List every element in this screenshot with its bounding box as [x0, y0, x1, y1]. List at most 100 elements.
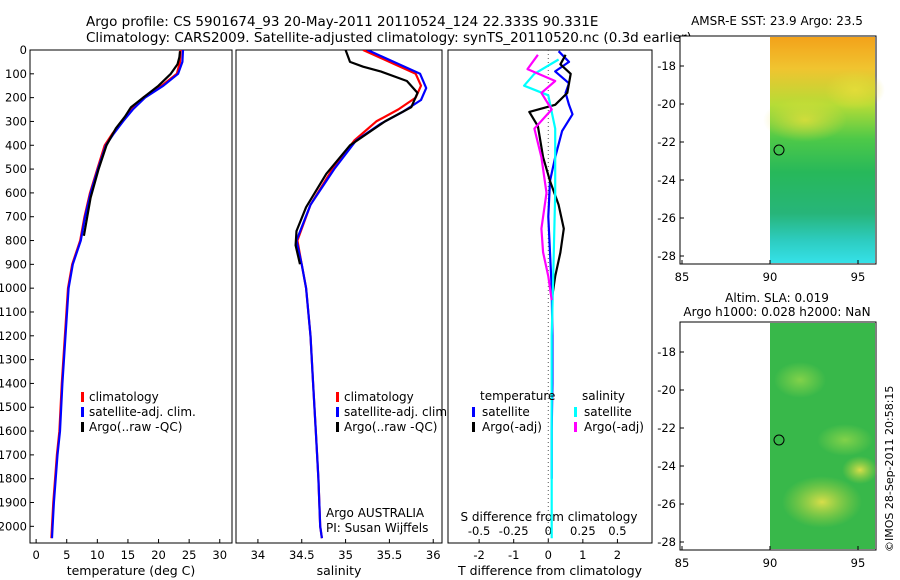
difference-legend-swatch	[574, 422, 577, 432]
temperature-ytick-label: 0	[20, 43, 27, 57]
temperature-ytick-label: 700	[5, 210, 27, 224]
temperature-ytick-label: 500	[5, 162, 27, 176]
map-ytick-label: -20	[657, 97, 676, 111]
map-ytick-label: -28	[657, 249, 676, 263]
difference-legend-entry: satellite	[482, 405, 530, 419]
difference-legend-header: salinity	[582, 389, 625, 403]
sla-argo-location-marker	[773, 434, 785, 446]
temperature-ytick-label: 200	[5, 91, 27, 105]
difference-xtick-label: 0	[545, 548, 552, 562]
salinity-legend-swatch	[336, 392, 339, 402]
map-ytick-label: -26	[657, 211, 676, 225]
temperature-ytick-label: 1900	[0, 496, 27, 510]
temperature-ytick-label: 600	[5, 186, 27, 200]
temperature-ytick-label: 400	[5, 138, 27, 152]
temperature-xtick-label: 15	[121, 548, 136, 562]
difference-plot-frame	[447, 49, 653, 544]
salinity-xtick-label: 34.5	[289, 548, 315, 562]
temperature-x-axis-label: temperature (deg C)	[67, 563, 196, 578]
salinity-plot-frame	[235, 49, 443, 544]
temperature-ytick-label: 1300	[0, 353, 27, 367]
sla-field-light-patch-2	[817, 424, 873, 456]
temperature-xtick-label: 25	[182, 548, 197, 562]
difference-x2tick-label: 0.5	[608, 524, 626, 538]
sla-field-yellow-patch-2	[842, 456, 878, 484]
temperature-plot-frame	[29, 49, 233, 544]
difference-legend-header: temperature	[480, 389, 555, 403]
salinity-panel: 34 34.5 35 35.5 36 salinity climatologysatelli…	[235, 49, 451, 578]
map-ytick-label: -18	[657, 345, 676, 359]
temperature-legend-swatch	[81, 422, 84, 432]
map-ytick-label: -22	[657, 135, 676, 149]
temperature-panel: 0100200300400500600700800900100011001200…	[0, 43, 233, 578]
imos-credit: ©IMOS 28-Sep-2011 20:58:15	[883, 386, 896, 552]
map-ytick-label: -24	[657, 459, 676, 473]
difference-xtick-label: -2	[473, 548, 484, 562]
salinity-legend-swatch	[336, 407, 339, 417]
temperature-legend-entry: climatology	[89, 390, 159, 404]
temperature-xtick-label: 10	[90, 548, 105, 562]
map-xtick-label: 90	[763, 556, 778, 570]
map-xtick-label: 95	[851, 556, 866, 570]
figure-title-line-2: Climatology: CARS2009. Satellite-adjuste…	[86, 30, 692, 46]
difference-series-salinity-satellite	[522, 58, 560, 539]
temperature-xtick-label: 0	[32, 548, 39, 562]
difference-x2tick-label: -0.5	[468, 524, 490, 538]
temperature-ytick-label: 2000	[0, 519, 27, 533]
temperature-ytick-label: 800	[5, 234, 27, 248]
temperature-xtick-label: 5	[63, 548, 70, 562]
salinity-xtick-label: 34	[251, 548, 266, 562]
salinity-series-satellite-adj-clim-	[295, 50, 428, 539]
salinity-legend-entry: Argo(..raw -QC)	[344, 420, 437, 434]
difference-legend-entry: satellite	[584, 405, 632, 419]
temperature-ytick-label: 1400	[0, 376, 27, 390]
difference-legend-swatch	[472, 422, 475, 432]
temperature-ytick-label: 900	[5, 257, 27, 271]
salinity-legend-entry: satellite-adj. clim.	[344, 405, 451, 419]
temperature-legend-entry: satellite-adj. clim.	[89, 405, 196, 419]
salinity-annotation: Argo AUSTRALIA	[326, 506, 425, 520]
figure-title-line-1: Argo profile: CS 5901674_93 20-May-2011 …	[86, 14, 598, 30]
temperature-xtick-label: 30	[212, 548, 227, 562]
sst-field-warm-patch	[763, 98, 847, 142]
sla-map-title-line-1: Altim. SLA: 0.019	[725, 291, 829, 305]
salinity-xtick-label: 36	[426, 548, 441, 562]
sst-field-warm-patch-2	[825, 70, 885, 110]
map-ytick-label: -20	[657, 383, 676, 397]
map-ytick-label: -28	[657, 535, 676, 549]
temperature-legend-swatch	[81, 392, 84, 402]
temperature-legend-swatch	[81, 407, 84, 417]
map-ytick-label: -18	[657, 59, 676, 73]
sla-map-axis: -18 -20 -22 -24 -26 -28 85 90 95	[657, 345, 865, 570]
difference-legend-swatch	[574, 407, 577, 417]
difference-legend-entry: Argo(-adj)	[584, 420, 644, 434]
map-ytick-label: -22	[657, 421, 676, 435]
difference-series-temperature-argo-adj-	[528, 54, 572, 301]
difference-x-axis-label: T difference from climatology	[457, 563, 643, 578]
sst-map-title: AMSR-E SST: 23.9 Argo: 23.5	[691, 14, 863, 28]
sla-map-title-line-2: Argo h1000: 0.028 h2000: NaN	[683, 305, 870, 319]
salinity-series-argo-raw-qc-	[294, 50, 419, 265]
temperature-ytick-label: 1200	[0, 329, 27, 343]
map-ytick-label: -26	[657, 497, 676, 511]
salinity-xtick-label: 35.5	[377, 548, 403, 562]
difference-xtick-label: 2	[614, 548, 621, 562]
salinity-x-axis-label: salinity	[317, 563, 362, 578]
sst-argo-location-marker	[773, 144, 785, 156]
difference-x2-axis-label: S difference from climatology	[461, 510, 638, 524]
map-xtick-label: 85	[675, 556, 690, 570]
salinity-legend-entry: climatology	[344, 390, 414, 404]
difference-legend-entry: Argo(-adj)	[482, 420, 542, 434]
temperature-ytick-label: 1700	[0, 448, 27, 462]
difference-xtick-label: 1	[579, 548, 586, 562]
difference-x2tick-label: -0.25	[499, 524, 529, 538]
salinity-legend-swatch	[336, 422, 339, 432]
sla-map-panel: Altim. SLA: 0.019 Argo h1000: 0.028 h200…	[657, 291, 878, 570]
temperature-ytick-label: 300	[5, 114, 27, 128]
sst-map-axis: -18 -20 -22 -24 -26 -28 85 90 95	[657, 59, 865, 284]
sla-field-light-patch	[774, 362, 826, 398]
temperature-ytick-label: 1100	[0, 305, 27, 319]
temperature-xtick-label: 20	[151, 548, 166, 562]
